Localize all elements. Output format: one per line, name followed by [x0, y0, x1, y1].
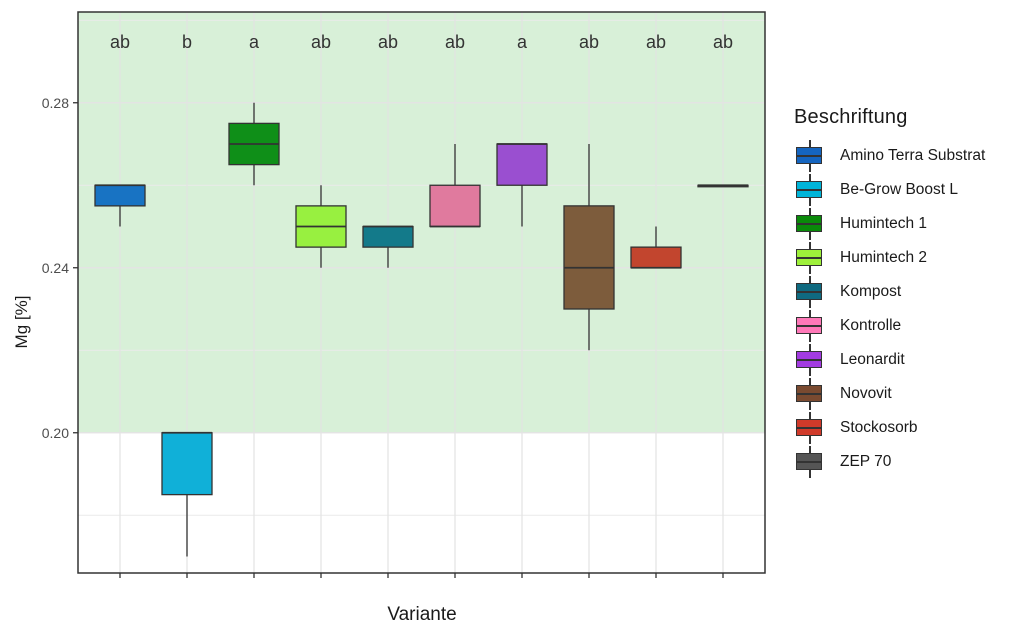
significance-letter: ab	[579, 32, 599, 52]
box-novovit	[563, 144, 615, 351]
legend-label: Novovit	[840, 385, 892, 402]
box-body	[161, 432, 213, 496]
axes-layer: 0.20 0.24 0.28	[42, 11, 766, 578]
x-axis-label: Variante	[387, 604, 456, 625]
legend-key	[794, 412, 826, 444]
legend-key	[794, 378, 826, 410]
box-body	[563, 205, 615, 310]
significance-letter: ab	[713, 32, 733, 52]
legend-key	[794, 208, 826, 240]
legend-key	[794, 276, 826, 308]
legend-key	[794, 242, 826, 274]
legend-item: Amino Terra Substrat	[794, 139, 985, 173]
legend-key	[794, 446, 826, 478]
boxes-layer	[94, 102, 749, 557]
legend-label: Humintech 1	[840, 215, 928, 232]
box-body	[496, 143, 548, 186]
legend-label: Be-Grow Boost L	[840, 181, 959, 198]
grid-lines	[78, 12, 765, 573]
box-humintech-1	[228, 102, 280, 186]
legend-label: Kontrolle	[840, 317, 902, 334]
legend-item: Humintech 2	[794, 241, 985, 275]
legend-key	[794, 140, 826, 172]
significance-letter: ab	[110, 32, 130, 52]
box-be-grow-boost-l	[161, 431, 213, 557]
y-tick-label: 0.28	[42, 95, 69, 111]
plot-border	[77, 11, 766, 574]
reference-band	[78, 12, 765, 433]
significance-letter: ab	[445, 32, 465, 52]
legend-item: Humintech 1	[794, 207, 985, 241]
significance-letter: ab	[646, 32, 666, 52]
legend-label: Amino Terra Substrat	[840, 147, 986, 164]
significance-letter: ab	[378, 32, 398, 52]
box-body	[429, 184, 481, 228]
legend-item: Leonardit	[794, 343, 985, 377]
legend-item: Kompost	[794, 275, 985, 309]
legend-label: Humintech 2	[840, 249, 928, 266]
box-body	[94, 184, 146, 207]
box-zep-70	[697, 184, 749, 188]
legend-item: Novovit	[794, 377, 985, 411]
legend: Beschriftung Amino Terra Substrat Be-Grow…	[794, 106, 985, 479]
box-body	[630, 246, 682, 269]
box-body	[362, 225, 414, 248]
legend-key	[794, 310, 826, 342]
legend-items: Amino Terra Substrat Be-Grow Boost L Humin…	[794, 139, 985, 479]
legend-label: Leonardit	[840, 351, 905, 368]
box-stockosorb	[630, 226, 682, 269]
legend-item: Be-Grow Boost L	[794, 173, 985, 207]
y-tick-label: 0.20	[42, 425, 69, 441]
legend-item: Stockosorb	[794, 411, 985, 445]
legend-title: Beschriftung	[794, 106, 908, 128]
significance-letter: b	[182, 32, 192, 52]
legend-label: Stockosorb	[840, 419, 918, 436]
legend-item: ZEP 70	[794, 445, 985, 479]
y-tick-label: 0.24	[42, 260, 69, 276]
significance-letter: a	[517, 32, 528, 52]
legend-item: Kontrolle	[794, 309, 985, 343]
legend-label: ZEP 70	[840, 453, 892, 470]
legend-key	[794, 344, 826, 376]
box-kompost	[362, 225, 414, 268]
significance-letter: a	[249, 32, 260, 52]
significance-letters: ab b a ab ab ab a ab ab ab	[110, 32, 733, 52]
significance-letter: ab	[311, 32, 331, 52]
y-axis-label: Mg [%]	[12, 296, 31, 349]
legend-label: Kompost	[840, 283, 902, 300]
box-amino-terra-substrat	[94, 184, 146, 227]
box-leonardit	[496, 143, 548, 227]
box-humintech-2	[295, 185, 347, 268]
legend-key	[794, 174, 826, 206]
box-kontrolle	[429, 144, 481, 228]
